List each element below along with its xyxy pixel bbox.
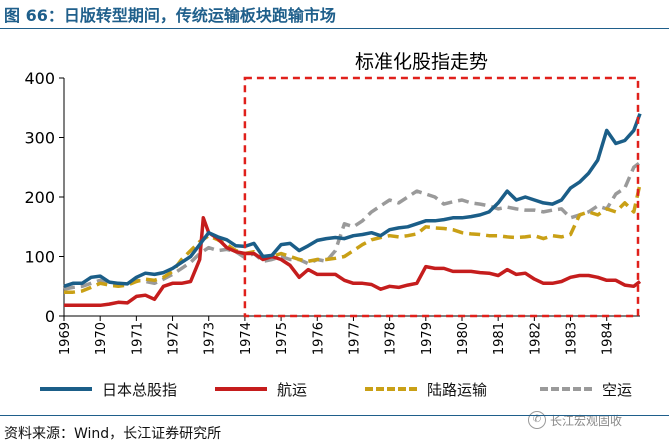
- legend-item-land: 陆路运输: [365, 378, 487, 400]
- legend-swatch-shipping: [215, 387, 267, 391]
- y-tick-label: 400: [24, 69, 55, 88]
- y-tick-label: 300: [24, 129, 55, 148]
- x-tick-label: 1974: [239, 322, 254, 355]
- legend-label-land: 陆路运输: [427, 380, 488, 399]
- x-tick-label: 1977: [347, 322, 362, 355]
- inner-chart-title: 标准化股指走势: [355, 51, 488, 73]
- x-tick-label: 1969: [58, 322, 73, 355]
- x-tick-label: 1979: [420, 322, 435, 355]
- x-tick-label: 1982: [528, 322, 543, 355]
- x-tick-label: 1984: [601, 322, 616, 355]
- watermark: ✆ 长江宏观固收: [528, 411, 622, 429]
- x-tick-label: 1976: [311, 322, 326, 355]
- legend-label-nikkei: 日本总股指: [102, 380, 178, 399]
- source-note: 资料来源：Wind，长江证券研究所: [4, 426, 222, 442]
- x-tick-label: 1978: [384, 322, 399, 355]
- watermark-text: 长江宏观固收: [550, 413, 623, 428]
- legend-swatch-air: [540, 387, 592, 391]
- x-tick-label: 1971: [130, 322, 145, 355]
- x-tick-label: 1975: [275, 322, 290, 355]
- wechat-icon: ✆: [528, 411, 546, 429]
- x-tick-label: 1972: [167, 322, 182, 355]
- series-line-land: [64, 183, 642, 294]
- footer-divider: [0, 415, 669, 416]
- chart-legend: 日本总股指 航运 陆路运输 空运: [0, 372, 669, 404]
- legend-label-shipping: 航运: [277, 380, 308, 399]
- series-line-shipping: [64, 216, 642, 308]
- series-line-nikkei: [63, 113, 642, 288]
- x-tick-label: 1973: [203, 322, 218, 355]
- x-tick-label: 1980: [456, 322, 471, 355]
- legend-swatch-land: [365, 387, 417, 391]
- x-tick-label: 1981: [492, 322, 507, 355]
- legend-swatch-nikkei: [40, 387, 92, 391]
- series-line-air: [63, 161, 642, 291]
- highlight-box: [243, 76, 640, 318]
- title-divider: [0, 28, 669, 29]
- line-chart: 0 100 200 300 400 1969 1970 1971 1972 1973 1974 197…: [24, 51, 642, 355]
- legend-item-shipping: 航运: [215, 378, 307, 400]
- figure-title: 图 66：日版转型期间，传统运输板块跑输市场: [4, 6, 336, 25]
- legend-item-nikkei: 日本总股指: [40, 378, 177, 400]
- y-tick-label: 100: [24, 248, 55, 267]
- y-tick-label: 200: [24, 188, 55, 207]
- y-tick-label: 0: [45, 307, 55, 326]
- x-tick-label: 1970: [94, 322, 109, 355]
- x-tick-label: 1983: [565, 322, 580, 355]
- legend-item-air: 空运: [540, 378, 632, 400]
- legend-label-air: 空运: [602, 380, 633, 399]
